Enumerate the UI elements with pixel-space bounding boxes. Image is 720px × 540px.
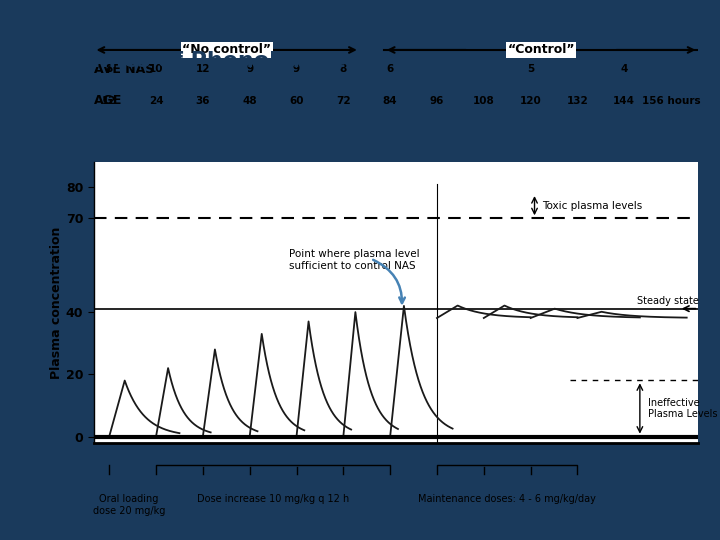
Text: Ineffective
Plasma Levels: Ineffective Plasma Levels [648,397,717,419]
Text: AVE NAS: AVE NAS [94,63,154,76]
Text: 84: 84 [383,96,397,106]
Text: 4: 4 [621,64,628,75]
Text: AGE: AGE [94,94,122,107]
Y-axis label: Plasma concentration: Plasma concentration [50,226,63,379]
Text: Steady state: Steady state [636,295,698,306]
Text: 144: 144 [613,96,635,106]
Text: Point where plasma level
sufficient to control NAS: Point where plasma level sufficient to c… [289,249,419,271]
Text: 10: 10 [149,64,163,75]
Text: “Control”: “Control” [508,43,575,57]
Text: 8: 8 [106,64,113,75]
Text: 12: 12 [196,64,210,75]
Text: Dynamics of Phenobarbital: Dynamics of Phenobarbital [29,51,367,71]
Text: 24: 24 [149,96,163,106]
Text: 9: 9 [246,64,253,75]
Text: 120: 120 [520,96,541,106]
Text: Dose increase 10 mg/kg q 12 h: Dose increase 10 mg/kg q 12 h [197,494,349,504]
Text: Maintenance doses: 4 - 6 mg/kg/day: Maintenance doses: 4 - 6 mg/kg/day [418,494,596,504]
Text: 6: 6 [387,64,394,75]
Text: 72: 72 [336,96,351,106]
Text: 9: 9 [293,64,300,75]
Text: 12: 12 [102,96,117,106]
Text: Toxic plasma levels: Toxic plasma levels [542,201,642,211]
Text: Oral loading
dose 20 mg/kg: Oral loading dose 20 mg/kg [93,494,165,516]
Text: 156 hours: 156 hours [642,96,701,106]
Text: 96: 96 [430,96,444,106]
Text: 108: 108 [473,96,495,106]
Text: “No control”: “No control” [182,43,271,57]
Text: 5: 5 [527,64,534,75]
Text: 48: 48 [243,96,257,106]
Text: 8: 8 [340,64,347,75]
Text: 132: 132 [567,96,588,106]
Text: 36: 36 [196,96,210,106]
Text: 60: 60 [289,96,304,106]
